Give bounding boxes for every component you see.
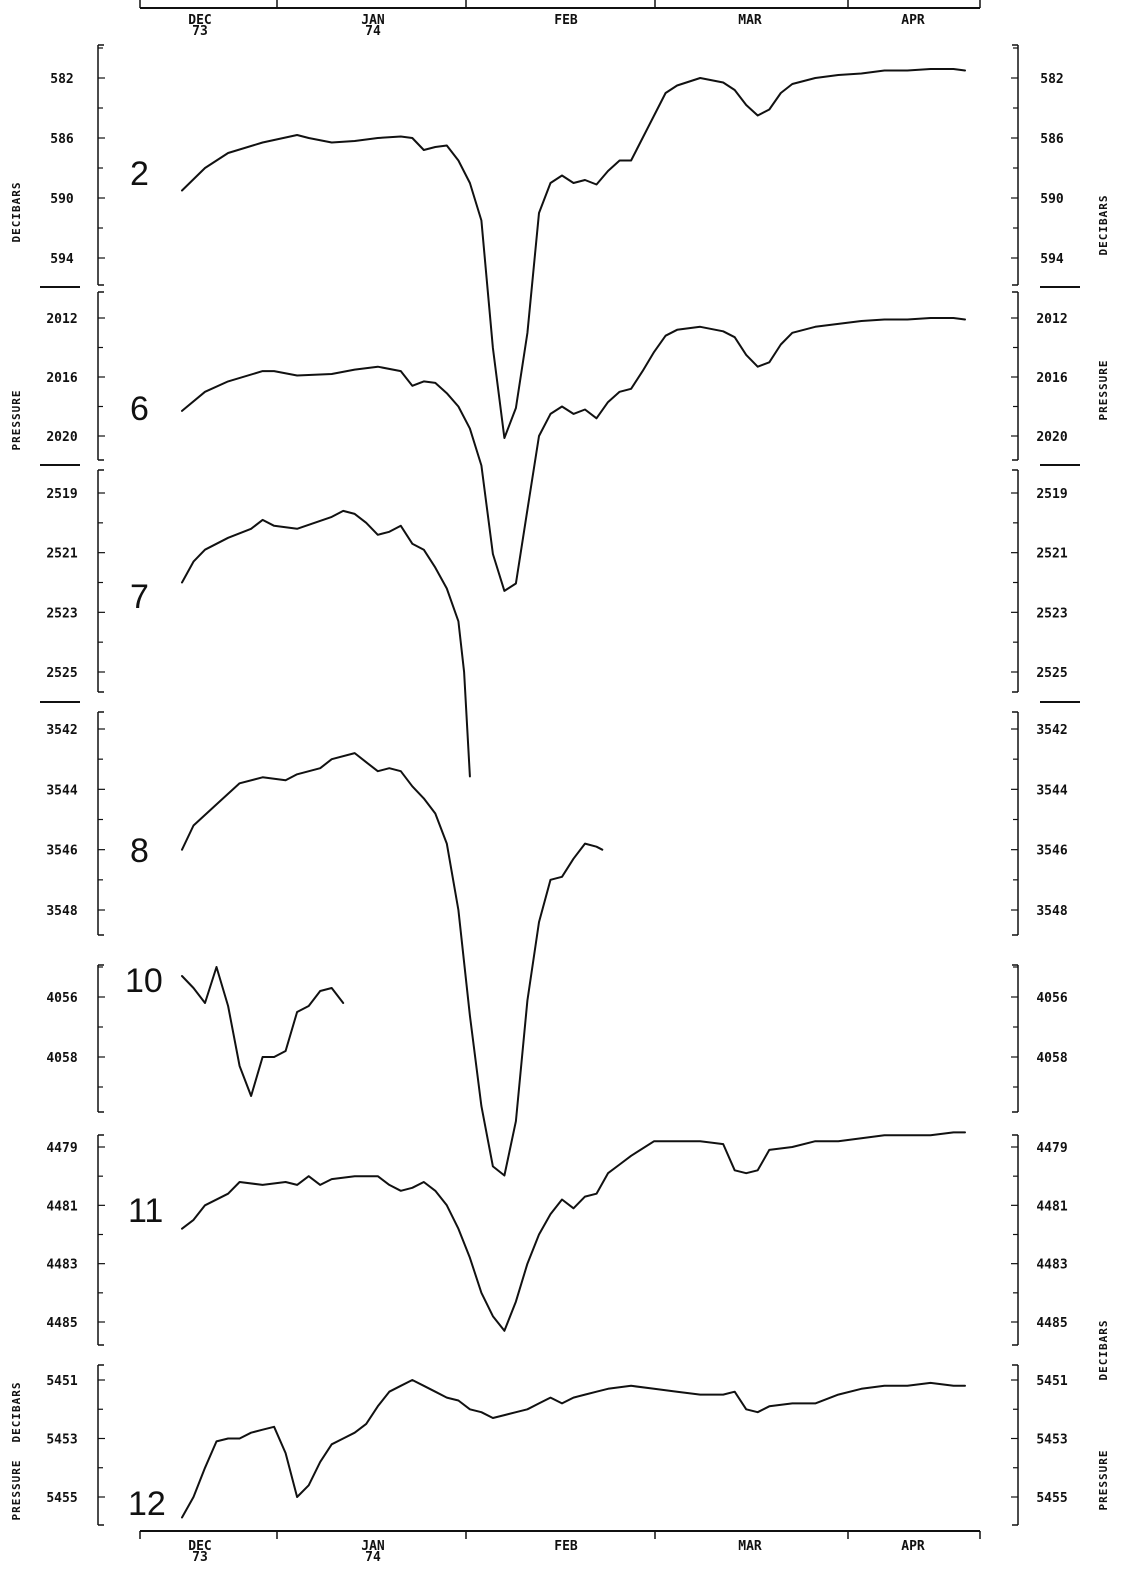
tick-label-right: 3544 [1036, 783, 1067, 798]
tick-label-right: 3546 [1036, 844, 1067, 859]
tick-label-right: 4058 [1036, 1051, 1067, 1066]
tick-label-left: 4481 [46, 1199, 77, 1214]
month-label-top: FEB [554, 13, 578, 28]
tick-label-right: 4485 [1036, 1316, 1067, 1331]
series-line-12 [181, 1379, 966, 1519]
instrument-label-11: 11 [128, 1192, 163, 1230]
series-line-7 [181, 509, 471, 778]
tick-label-right: 4481 [1036, 1199, 1067, 1214]
instrument-label-7: 7 [130, 578, 149, 616]
tick-label-left: 3548 [46, 904, 77, 919]
tick-label-left: 582 [50, 72, 73, 87]
ylabel-right-upper-pressure: PRESSURE [1097, 360, 1110, 421]
tick-label-right: 4056 [1036, 991, 1067, 1006]
year-label-bottom: 74 [365, 1550, 381, 1565]
tick-label-left: 4058 [46, 1051, 77, 1066]
tick-label-right: 4479 [1036, 1141, 1067, 1156]
ylabel-right-upper-decibars: DECIBARS [1097, 195, 1110, 256]
tick-label-right: 2020 [1036, 430, 1067, 445]
series-line-6 [181, 317, 966, 592]
tick-label-left: 4056 [46, 991, 77, 1006]
tick-label-left: 2521 [46, 547, 77, 562]
month-label-top: MAR [738, 13, 762, 28]
series-line-2 [181, 68, 966, 439]
tick-label-left: 594 [50, 252, 74, 267]
month-label-top: JAN [361, 13, 385, 28]
tick-label-right: 2525 [1036, 666, 1067, 681]
tick-label-right: 586 [1040, 132, 1064, 147]
month-label-bottom: FEB [554, 1539, 578, 1554]
tick-label-right: 590 [1040, 192, 1064, 207]
tick-label-right: 2523 [1036, 606, 1067, 621]
ylabel-left-upper-pressure: PRESSURE [10, 390, 23, 451]
instrument-label-2: 2 [130, 155, 149, 193]
axes-layer [40, 0, 1080, 1539]
year-label-top: 73 [192, 24, 208, 39]
tick-label-left: 4483 [46, 1258, 77, 1273]
instrument-label-12: 12 [128, 1485, 166, 1523]
month-label-bottom: DEC [188, 1539, 211, 1554]
tick-label-right: 5453 [1036, 1433, 1067, 1448]
ylabel-left-upper-decibars: DECIBARS [10, 182, 23, 243]
tick-label-left: 2525 [46, 666, 77, 681]
tick-label-right: 5455 [1036, 1491, 1067, 1506]
year-label-bottom: 73 [192, 1550, 208, 1565]
tick-label-left: 4479 [46, 1141, 77, 1156]
instrument-label-8: 8 [130, 832, 149, 870]
tick-label-right: 594 [1040, 252, 1064, 267]
tick-label-right: 2012 [1036, 312, 1067, 327]
tick-label-left: 3544 [46, 783, 77, 798]
tick-label-left: 2523 [46, 606, 77, 621]
tick-label-left: 2016 [46, 371, 77, 386]
tick-label-left: 2020 [46, 430, 77, 445]
month-label-top: DEC [188, 13, 211, 28]
month-label-bottom: APR [901, 1539, 925, 1554]
tick-label-right: 3542 [1036, 723, 1067, 738]
tick-label-left: 586 [50, 132, 74, 147]
tick-label-left: 5451 [46, 1374, 77, 1389]
tick-label-left: 3546 [46, 844, 77, 859]
tick-label-left: 4485 [46, 1316, 77, 1331]
tick-label-right: 2519 [1036, 487, 1067, 502]
tick-label-left: 590 [50, 192, 74, 207]
tick-label-left: 2519 [46, 487, 77, 502]
tick-label-right: 4483 [1036, 1258, 1067, 1273]
series-layer [181, 68, 966, 1519]
series-line-8 [181, 752, 604, 1177]
series-line-10 [181, 966, 345, 1097]
instrument-label-6: 6 [130, 390, 149, 428]
tick-label-right: 3548 [1036, 904, 1067, 919]
tick-label-left: 2012 [46, 312, 77, 327]
tick-label-left: 5453 [46, 1433, 77, 1448]
ylabel-left-lower-decibars: DECIBARS [10, 1382, 23, 1443]
month-label-bottom: MAR [738, 1539, 762, 1554]
tick-label-left: 5455 [46, 1491, 77, 1506]
month-label-bottom: JAN [361, 1539, 385, 1554]
ylabel-right-lower-pressure: PRESSURE [1097, 1450, 1110, 1511]
series-line-11 [181, 1131, 966, 1332]
month-label-top: APR [901, 13, 925, 28]
tick-label-left: 3542 [46, 723, 77, 738]
tick-label-right: 5451 [1036, 1374, 1067, 1389]
instrument-label-10: 10 [125, 962, 163, 1000]
ylabel-left-lower-pressure: PRESSURE [10, 1460, 23, 1521]
tick-label-right: 2016 [1036, 371, 1067, 386]
tick-label-right: 2521 [1036, 547, 1067, 562]
ylabel-right-lower-decibars: DECIBARS [1097, 1320, 1110, 1381]
year-label-top: 74 [365, 24, 381, 39]
tick-label-right: 582 [1040, 72, 1063, 87]
